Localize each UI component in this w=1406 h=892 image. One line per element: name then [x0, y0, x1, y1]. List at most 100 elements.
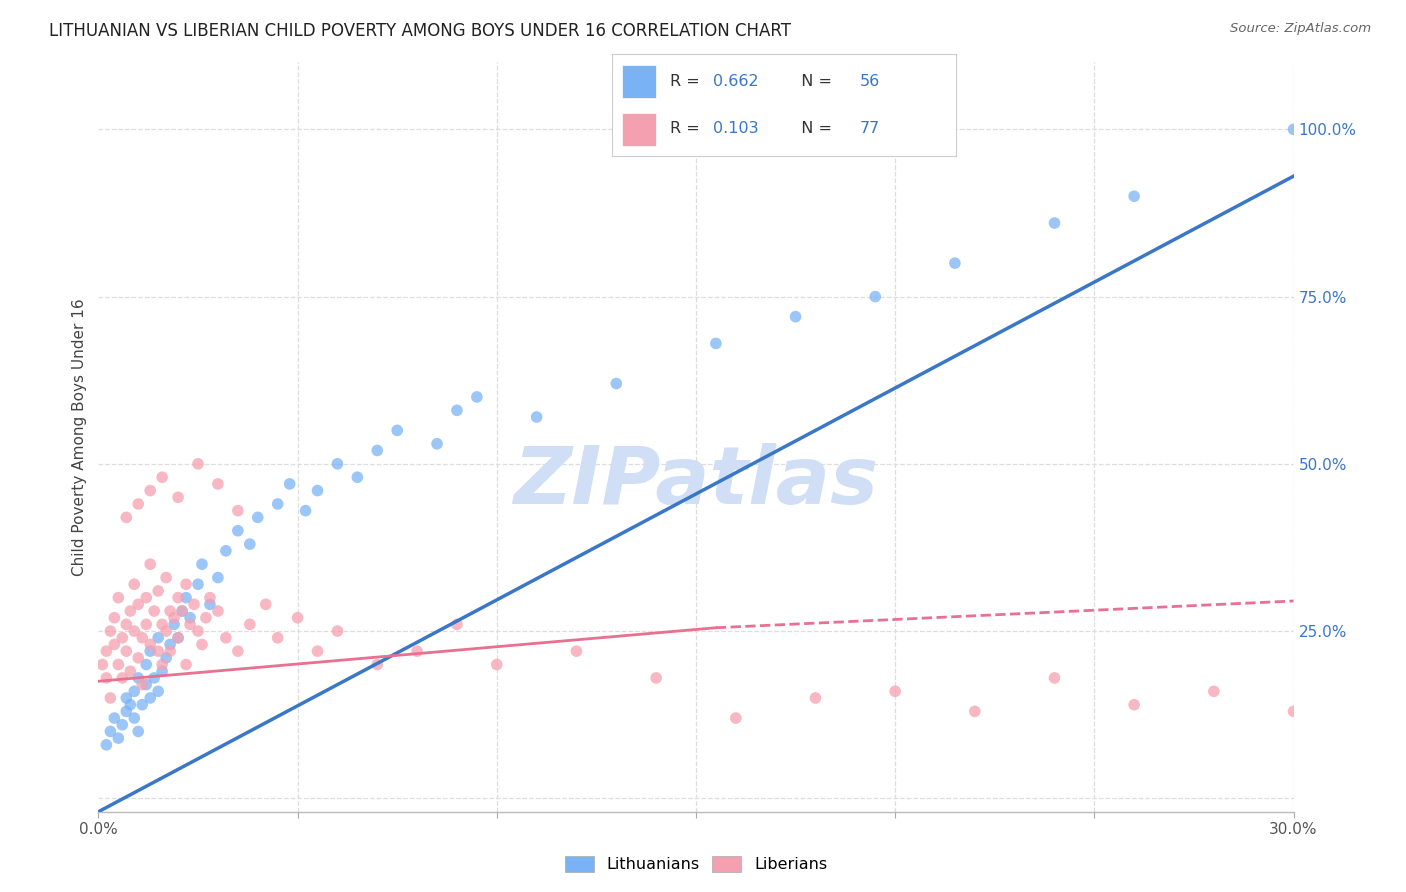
Point [207, 571, 229, 585]
Point [155, 651, 177, 665]
Point [526, 410, 548, 425]
Bar [621, 65, 657, 97]
Text: 0.662: 0.662 [713, 74, 759, 88]
Point [226, 503, 249, 517]
Point [139, 691, 162, 706]
Point [191, 557, 214, 572]
Point [943, 256, 966, 270]
Point [115, 705, 138, 719]
Text: ZIPatlas: ZIPatlas [513, 443, 879, 521]
Point [1123, 698, 1146, 712]
Point [150, 617, 173, 632]
Point [143, 604, 166, 618]
Point [326, 457, 349, 471]
Text: Source: ZipAtlas.com: Source: ZipAtlas.com [1230, 22, 1371, 36]
Point [148, 644, 170, 658]
Y-axis label: Child Poverty Among Boys Under 16: Child Poverty Among Boys Under 16 [72, 298, 87, 576]
Point [207, 604, 229, 618]
Point [172, 604, 194, 618]
Point [135, 591, 157, 605]
Point [111, 631, 134, 645]
Point [127, 651, 149, 665]
Point [215, 544, 238, 558]
Point [155, 571, 177, 585]
Point [446, 617, 468, 632]
Point [1202, 684, 1225, 698]
Text: N =: N = [790, 121, 837, 136]
Text: 56: 56 [859, 74, 880, 88]
Point [207, 476, 229, 491]
Point [307, 483, 329, 498]
Point [187, 624, 209, 639]
Point [127, 671, 149, 685]
Point [159, 604, 181, 618]
Point [963, 705, 986, 719]
Point [111, 717, 134, 731]
Point [804, 691, 827, 706]
Point [183, 598, 205, 612]
Text: N =: N = [790, 74, 837, 88]
Point [107, 731, 129, 746]
Point [724, 711, 747, 725]
Point [150, 470, 173, 484]
Point [115, 691, 138, 706]
Point [226, 644, 249, 658]
Point [346, 470, 368, 484]
Point [239, 537, 262, 551]
Point [191, 637, 214, 651]
Point [103, 711, 125, 725]
Point [107, 591, 129, 605]
Point [115, 644, 138, 658]
Point [135, 678, 157, 692]
Point [120, 698, 142, 712]
Point [785, 310, 807, 324]
Point [1043, 216, 1066, 230]
Point [139, 637, 162, 651]
Point [1282, 705, 1305, 719]
Point [174, 577, 197, 591]
Point [131, 631, 153, 645]
Point [155, 624, 177, 639]
Point [98, 724, 122, 739]
Point [148, 631, 170, 645]
Point [565, 644, 588, 658]
Point [107, 657, 129, 672]
Point [163, 611, 186, 625]
Point [239, 617, 262, 632]
Point [96, 644, 118, 658]
Text: 77: 77 [859, 121, 880, 136]
Point [254, 598, 277, 612]
Point [174, 591, 197, 605]
Point [645, 671, 668, 685]
Point [198, 598, 221, 612]
Point [385, 424, 409, 438]
Legend: Lithuanians, Liberians: Lithuanians, Liberians [558, 849, 834, 879]
Point [179, 611, 201, 625]
Point [865, 289, 887, 303]
Point [174, 657, 197, 672]
Point [167, 631, 190, 645]
Point [167, 491, 190, 505]
Point [167, 591, 190, 605]
Point [198, 591, 221, 605]
Text: R =: R = [671, 121, 704, 136]
Point [465, 390, 488, 404]
Point [115, 510, 138, 524]
Point [187, 457, 209, 471]
Point [150, 657, 173, 672]
Point [135, 617, 157, 632]
Point [1043, 671, 1066, 685]
Point [91, 657, 114, 672]
Point [124, 577, 146, 591]
Point [294, 503, 316, 517]
Point [426, 437, 449, 451]
Point [98, 624, 122, 639]
Text: 0.103: 0.103 [713, 121, 759, 136]
Point [179, 617, 201, 632]
Point [139, 644, 162, 658]
Point [167, 631, 190, 645]
Point [124, 624, 146, 639]
Point [120, 604, 142, 618]
Point [103, 637, 125, 651]
Point [366, 657, 388, 672]
